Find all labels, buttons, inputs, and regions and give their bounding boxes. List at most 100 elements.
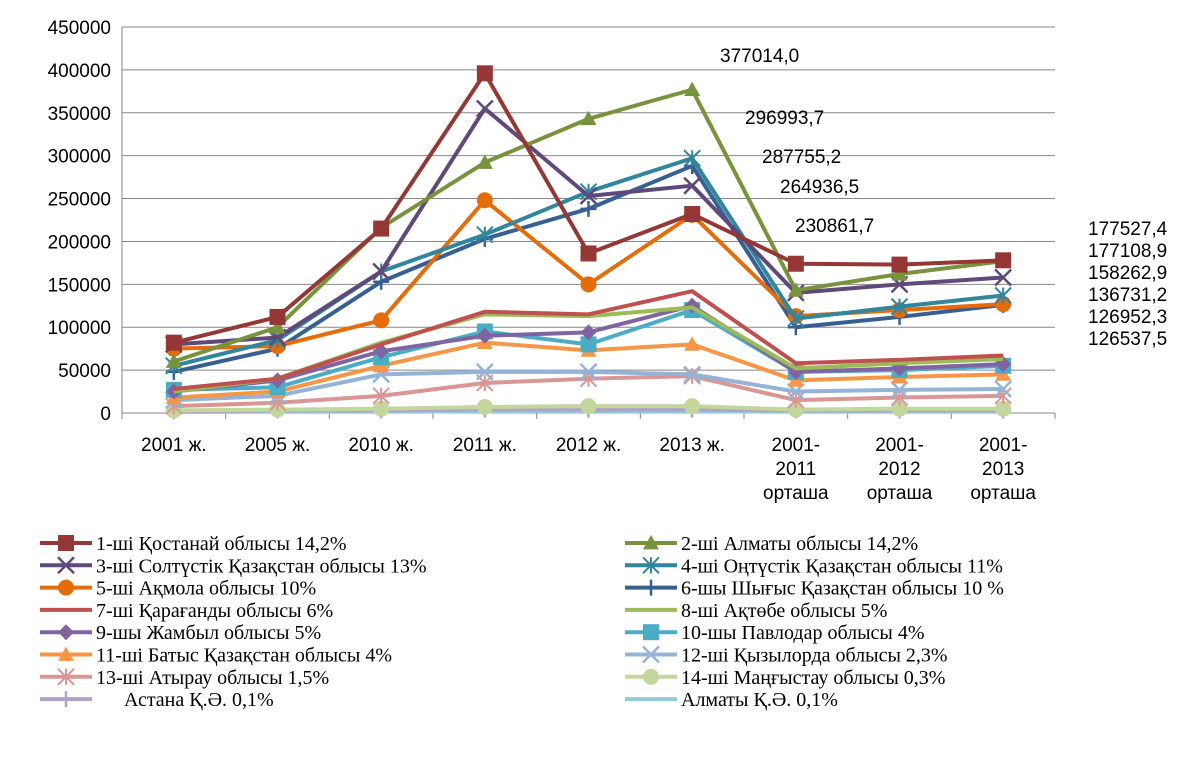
marker [57,556,75,575]
legend-item: 9-шы Жамбыл облысы 5% [40,622,321,644]
legend-label: 1-ші Қостанай облысы 14,2% [96,533,347,555]
y-tick-label: 100000 [48,318,111,339]
annotation: 177527,4 [1088,219,1168,240]
legend-label: 8-ші Ақтөбе облысы 5% [681,600,887,622]
legend-label: 6-шы Шығыс Қазақстан облысы 10 % [681,578,1004,600]
marker [643,624,659,641]
marker [642,556,660,575]
marker [58,624,74,641]
x-tick-label: 2013 ж. [659,435,725,456]
marker [580,276,597,293]
marker [57,668,75,686]
legend-item: 6-шы Шығыс Қазақстан облысы 10 % [625,578,1004,600]
marker [58,535,74,551]
marker [643,535,659,550]
marker [580,324,597,341]
y-tick-label: 0 [100,404,111,425]
legend-item: 11-ші Батыс Қазақстан облысы 4% [40,645,392,667]
marker [787,401,804,418]
series-line [173,289,1004,391]
marker [476,65,493,82]
legend-item: 12-ші Қызылорда облысы 2,3% [625,645,948,667]
marker [891,266,908,281]
annotation: 158262,9 [1088,263,1167,284]
legend-label: 2-ші Алматы облысы 14,2% [681,533,918,555]
marker [994,268,1013,287]
marker [475,99,494,118]
marker [891,400,908,417]
legend-label: 3-ші Солтүстік Қазақстан облысы 13% [96,555,427,577]
legend-item: 2-ші Алматы облысы 14,2% [625,533,918,555]
marker [373,400,390,417]
legend-item: 7-ші Қарағанды облысы 6% [40,600,333,622]
marker [891,256,908,273]
marker [995,400,1012,417]
marker [684,398,701,415]
legend-item: Астана Қ.Ә. 0,1% [40,689,274,711]
marker [579,362,598,381]
legend-item: Алматы Қ.Ә. 0,1% [625,689,838,711]
marker [643,668,659,685]
legend-label: 13-ші Атырау облысы 1,5% [96,667,329,689]
marker [58,691,74,708]
marker [476,225,494,244]
marker [995,252,1012,269]
marker [476,154,493,169]
annotation: 287755,2 [762,147,841,168]
marker [580,336,597,353]
annotation: 177108,9 [1088,241,1167,262]
y-tick-label: 400000 [48,61,111,82]
marker [683,149,701,167]
x-tick-label: 2001 ж. [141,435,207,456]
marker [372,262,391,281]
marker [994,286,1012,305]
legend-item: 4-ші Оңтүстік Қазақстан облысы 11% [625,555,1003,577]
marker [643,579,659,596]
legend-label: Астана Қ.Ә. 0,1% [124,689,274,711]
x-tick-label: 2010 ж. [348,435,414,456]
marker [165,334,182,351]
legend-item: 3-ші Солтүстік Қазақстан облысы 13% [40,555,427,577]
legend-item: 1-ші Қостанай облысы 14,2% [40,533,347,555]
y-tick-label: 50000 [58,361,111,382]
legend-label: Алматы Қ.Ә. 0,1% [681,689,838,711]
marker [165,353,182,368]
legend-label: 14-ші Маңғыстау облысы 0,3% [681,667,945,689]
marker [787,309,805,328]
annotation: 230861,7 [795,216,874,237]
marker [787,391,805,409]
marker [642,645,660,664]
x-tick-label: 2001- 2011 орташа [763,435,829,504]
marker [580,200,597,217]
marker [684,205,701,222]
marker [476,192,493,209]
marker [580,398,597,415]
marker [890,380,909,399]
marker [373,220,390,237]
annotation: 264936,5 [780,177,859,198]
x-tick-label: 2001- 2013 орташа [970,435,1036,504]
x-tick-label: 2012 ж. [555,435,622,456]
legend-item: 14-ші Маңғыстау облысы 0,3% [625,667,945,689]
marker [269,319,286,334]
marker [994,380,1013,398]
marker [579,187,598,205]
legend-label: 11-ші Батыс Қазақстан облысы 4% [96,645,392,667]
legend-item: 10-шы Павлодар облысы 4% [625,622,925,644]
legend-label: 4-ші Оңтүстік Қазақстан облысы 11% [681,555,1003,577]
legend-item: 8-ші Ақтөбе облысы 5% [625,600,887,622]
y-tick-label: 250000 [48,190,111,211]
marker [787,255,804,272]
marker [580,110,597,126]
marker [58,646,74,661]
legend-label: 12-ші Қызылорда облысы 2,3% [681,645,948,667]
y-tick-label: 150000 [48,275,111,296]
y-tick-label: 450000 [48,18,111,39]
x-tick-label: 2001- 2012 орташа [866,435,933,504]
y-tick-label: 300000 [48,147,111,168]
marker [476,327,493,344]
marker [373,312,390,329]
marker [476,398,493,415]
